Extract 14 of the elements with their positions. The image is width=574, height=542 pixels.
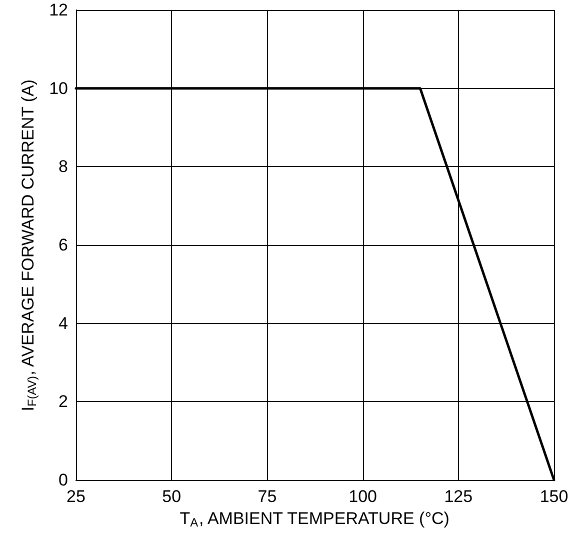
- y-tick-label: 4: [58, 314, 68, 333]
- y-tick-label: 2: [58, 392, 68, 412]
- x-tick-label: 25: [66, 487, 86, 506]
- x-tick-label: 75: [258, 487, 277, 506]
- y-tick-label: 12: [49, 0, 68, 20]
- y-tick-label: 10: [49, 78, 68, 98]
- x-tick-label: 50: [162, 487, 182, 506]
- y-tick-label: 6: [58, 236, 68, 254]
- x-tick-label: 150: [540, 487, 568, 506]
- y-tick-label: 8: [58, 157, 68, 176]
- x-tick-label: 100: [348, 487, 377, 506]
- x-tick-label: 125: [444, 487, 473, 506]
- y-tick-label: 0: [58, 470, 68, 490]
- y-axis-title: IF(AV), AVERAGE FORWARD CURRENT (A): [18, 79, 40, 412]
